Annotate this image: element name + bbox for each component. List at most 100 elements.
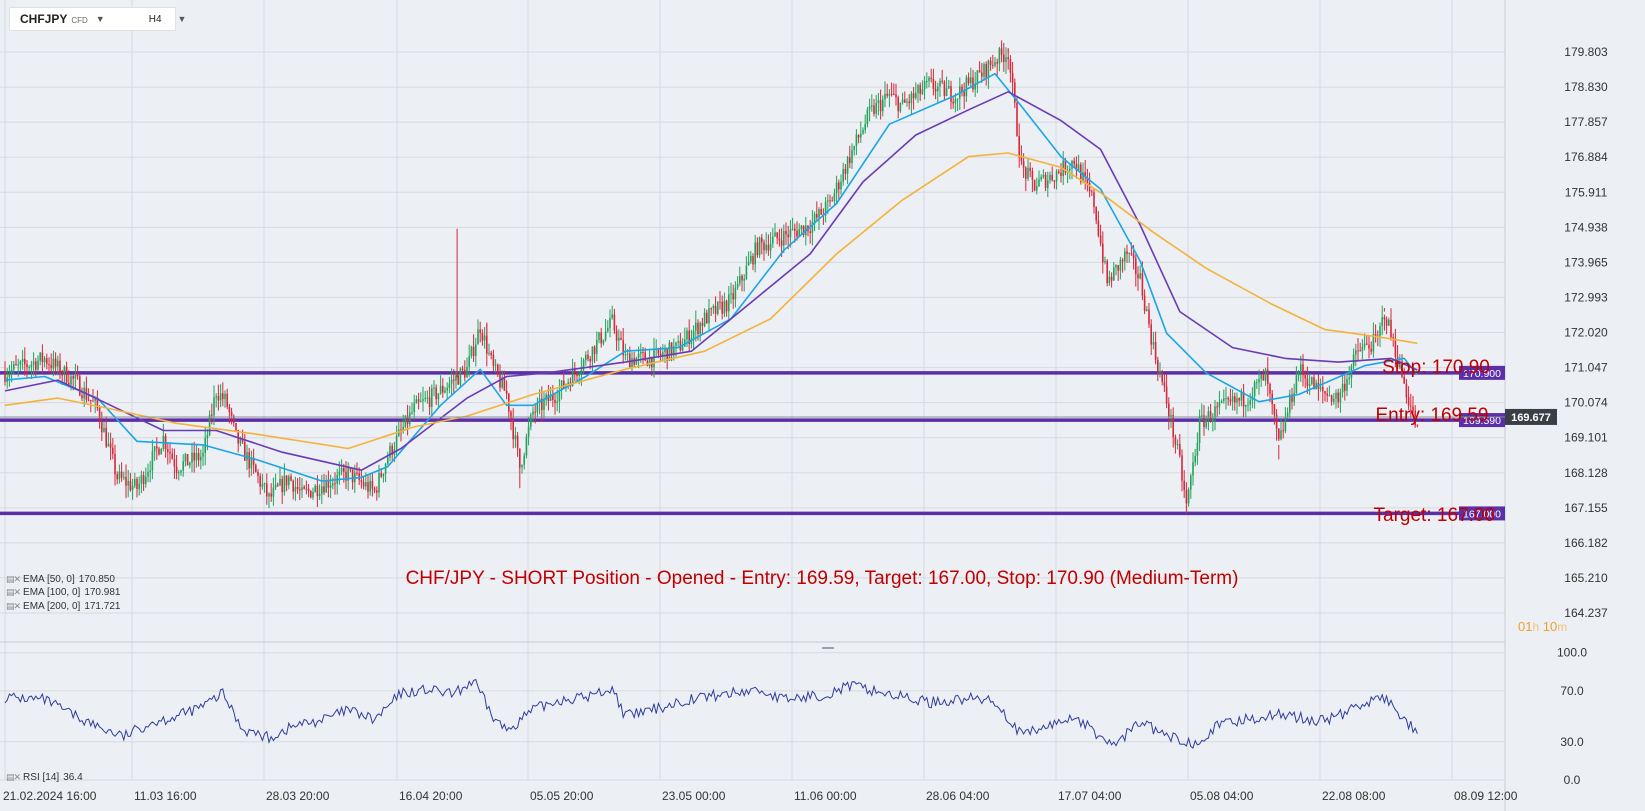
candle-body (1183, 480, 1185, 490)
candle-body (1170, 415, 1172, 418)
candle-body (970, 77, 972, 84)
candle-body (635, 357, 638, 365)
candle-body (171, 453, 173, 459)
candle-body (156, 446, 158, 449)
candle-body (631, 358, 633, 368)
candle-body (79, 376, 81, 396)
candle-body (378, 473, 380, 493)
candle-body (851, 150, 853, 164)
candle-body (61, 374, 63, 376)
candle-body (981, 72, 983, 77)
ema200-legend[interactable]: ▤✕ EMA [200, 0] 171.721 (6, 601, 120, 612)
candle-body (191, 452, 193, 463)
candle-body (831, 200, 833, 202)
candle-body (598, 332, 600, 341)
candle-body (1293, 392, 1295, 402)
candle-body (1009, 59, 1012, 73)
candle-body (376, 490, 378, 493)
candle-body (435, 387, 437, 400)
candle-body (1383, 317, 1386, 320)
candle-body (472, 346, 475, 356)
candle-body (882, 99, 884, 112)
ema100-legend[interactable]: ▤✕ EMA [100, 0] 170.981 (6, 587, 120, 598)
candle-body (116, 474, 118, 480)
candle-body (1060, 172, 1062, 177)
candle-body (1088, 182, 1091, 192)
candle-body (431, 388, 433, 407)
level-badge-label: 167.000 (1463, 508, 1501, 520)
annotation-stop: Stop: 170.90 (1382, 357, 1490, 378)
candle-body (1330, 395, 1333, 402)
settings-close-icon[interactable]: ▤✕ (6, 601, 21, 611)
candle-body (1055, 171, 1058, 182)
candle-body (1242, 391, 1245, 407)
candle-body (972, 77, 974, 90)
candle-body (1113, 267, 1115, 281)
candle-body (699, 322, 701, 335)
candle-body (351, 469, 354, 483)
candle-body (987, 60, 990, 78)
candle-body (90, 399, 92, 401)
symbol-dropdown-icon[interactable]: ▼ (95, 14, 105, 24)
candle-body (1115, 265, 1117, 268)
candle-body (1016, 102, 1018, 136)
candle-body (868, 106, 871, 110)
settings-close-icon[interactable]: ▤✕ (6, 772, 21, 782)
interval-dropdown-icon[interactable]: ▼ (177, 14, 187, 24)
candle-body (873, 105, 875, 114)
rsi-legend-label: RSI [14] (23, 772, 60, 783)
candle-body (1214, 406, 1216, 419)
candle-body (514, 435, 517, 440)
candle-body (1102, 243, 1104, 263)
candle-body (844, 169, 847, 174)
candle-body (1205, 419, 1207, 428)
candle-body (1333, 398, 1335, 402)
candle-body (68, 382, 70, 385)
candle-body (827, 200, 829, 202)
ema50-legend[interactable]: ▤✕ EMA [50, 0] 170.850 (6, 574, 115, 585)
candle-body (708, 308, 710, 324)
candle-body (587, 354, 589, 359)
candle-body (710, 308, 712, 310)
candle-body (701, 322, 704, 326)
candle-body (1304, 375, 1306, 379)
candle-body (426, 397, 429, 399)
candle-body (558, 390, 561, 402)
candle-body (147, 471, 149, 477)
candle-body (1029, 167, 1031, 172)
symbol-name[interactable]: CHFJPY (20, 12, 68, 26)
candle-body (1007, 57, 1009, 60)
candle-body (175, 466, 178, 473)
candle-body (794, 228, 796, 231)
candle-body (1407, 397, 1410, 406)
candle-body (197, 453, 200, 461)
settings-close-icon[interactable]: ▤✕ (6, 587, 21, 597)
candle-body (1399, 360, 1401, 368)
candle-body (961, 86, 963, 92)
rsi-grid (0, 652, 1505, 781)
candle-body (642, 352, 644, 354)
interval-selector[interactable]: H4 (148, 13, 162, 25)
candle-body (787, 234, 789, 238)
candle-body (54, 358, 57, 367)
candle-body (578, 374, 580, 376)
annotation-entry: Entry: 169.59 (1375, 405, 1488, 426)
candle-body (609, 317, 611, 329)
candle-body (1075, 163, 1078, 171)
candle-body (343, 468, 345, 472)
candle-body (1258, 379, 1260, 383)
candle-body (103, 427, 105, 433)
candle-body (1379, 326, 1381, 338)
candle-countdown: 01h 10m (1518, 619, 1567, 634)
candle-body (1082, 172, 1084, 182)
candle-body (611, 314, 613, 318)
candle-body (1207, 411, 1210, 420)
candle-body (241, 438, 244, 442)
candle-body (714, 306, 717, 314)
candle-body (17, 364, 19, 366)
candle-body (866, 109, 869, 125)
candle-body (932, 79, 935, 89)
settings-close-icon[interactable]: ▤✕ (6, 574, 21, 584)
rsi-legend[interactable]: ▤✕ RSI [14] 36.4 (6, 772, 83, 783)
